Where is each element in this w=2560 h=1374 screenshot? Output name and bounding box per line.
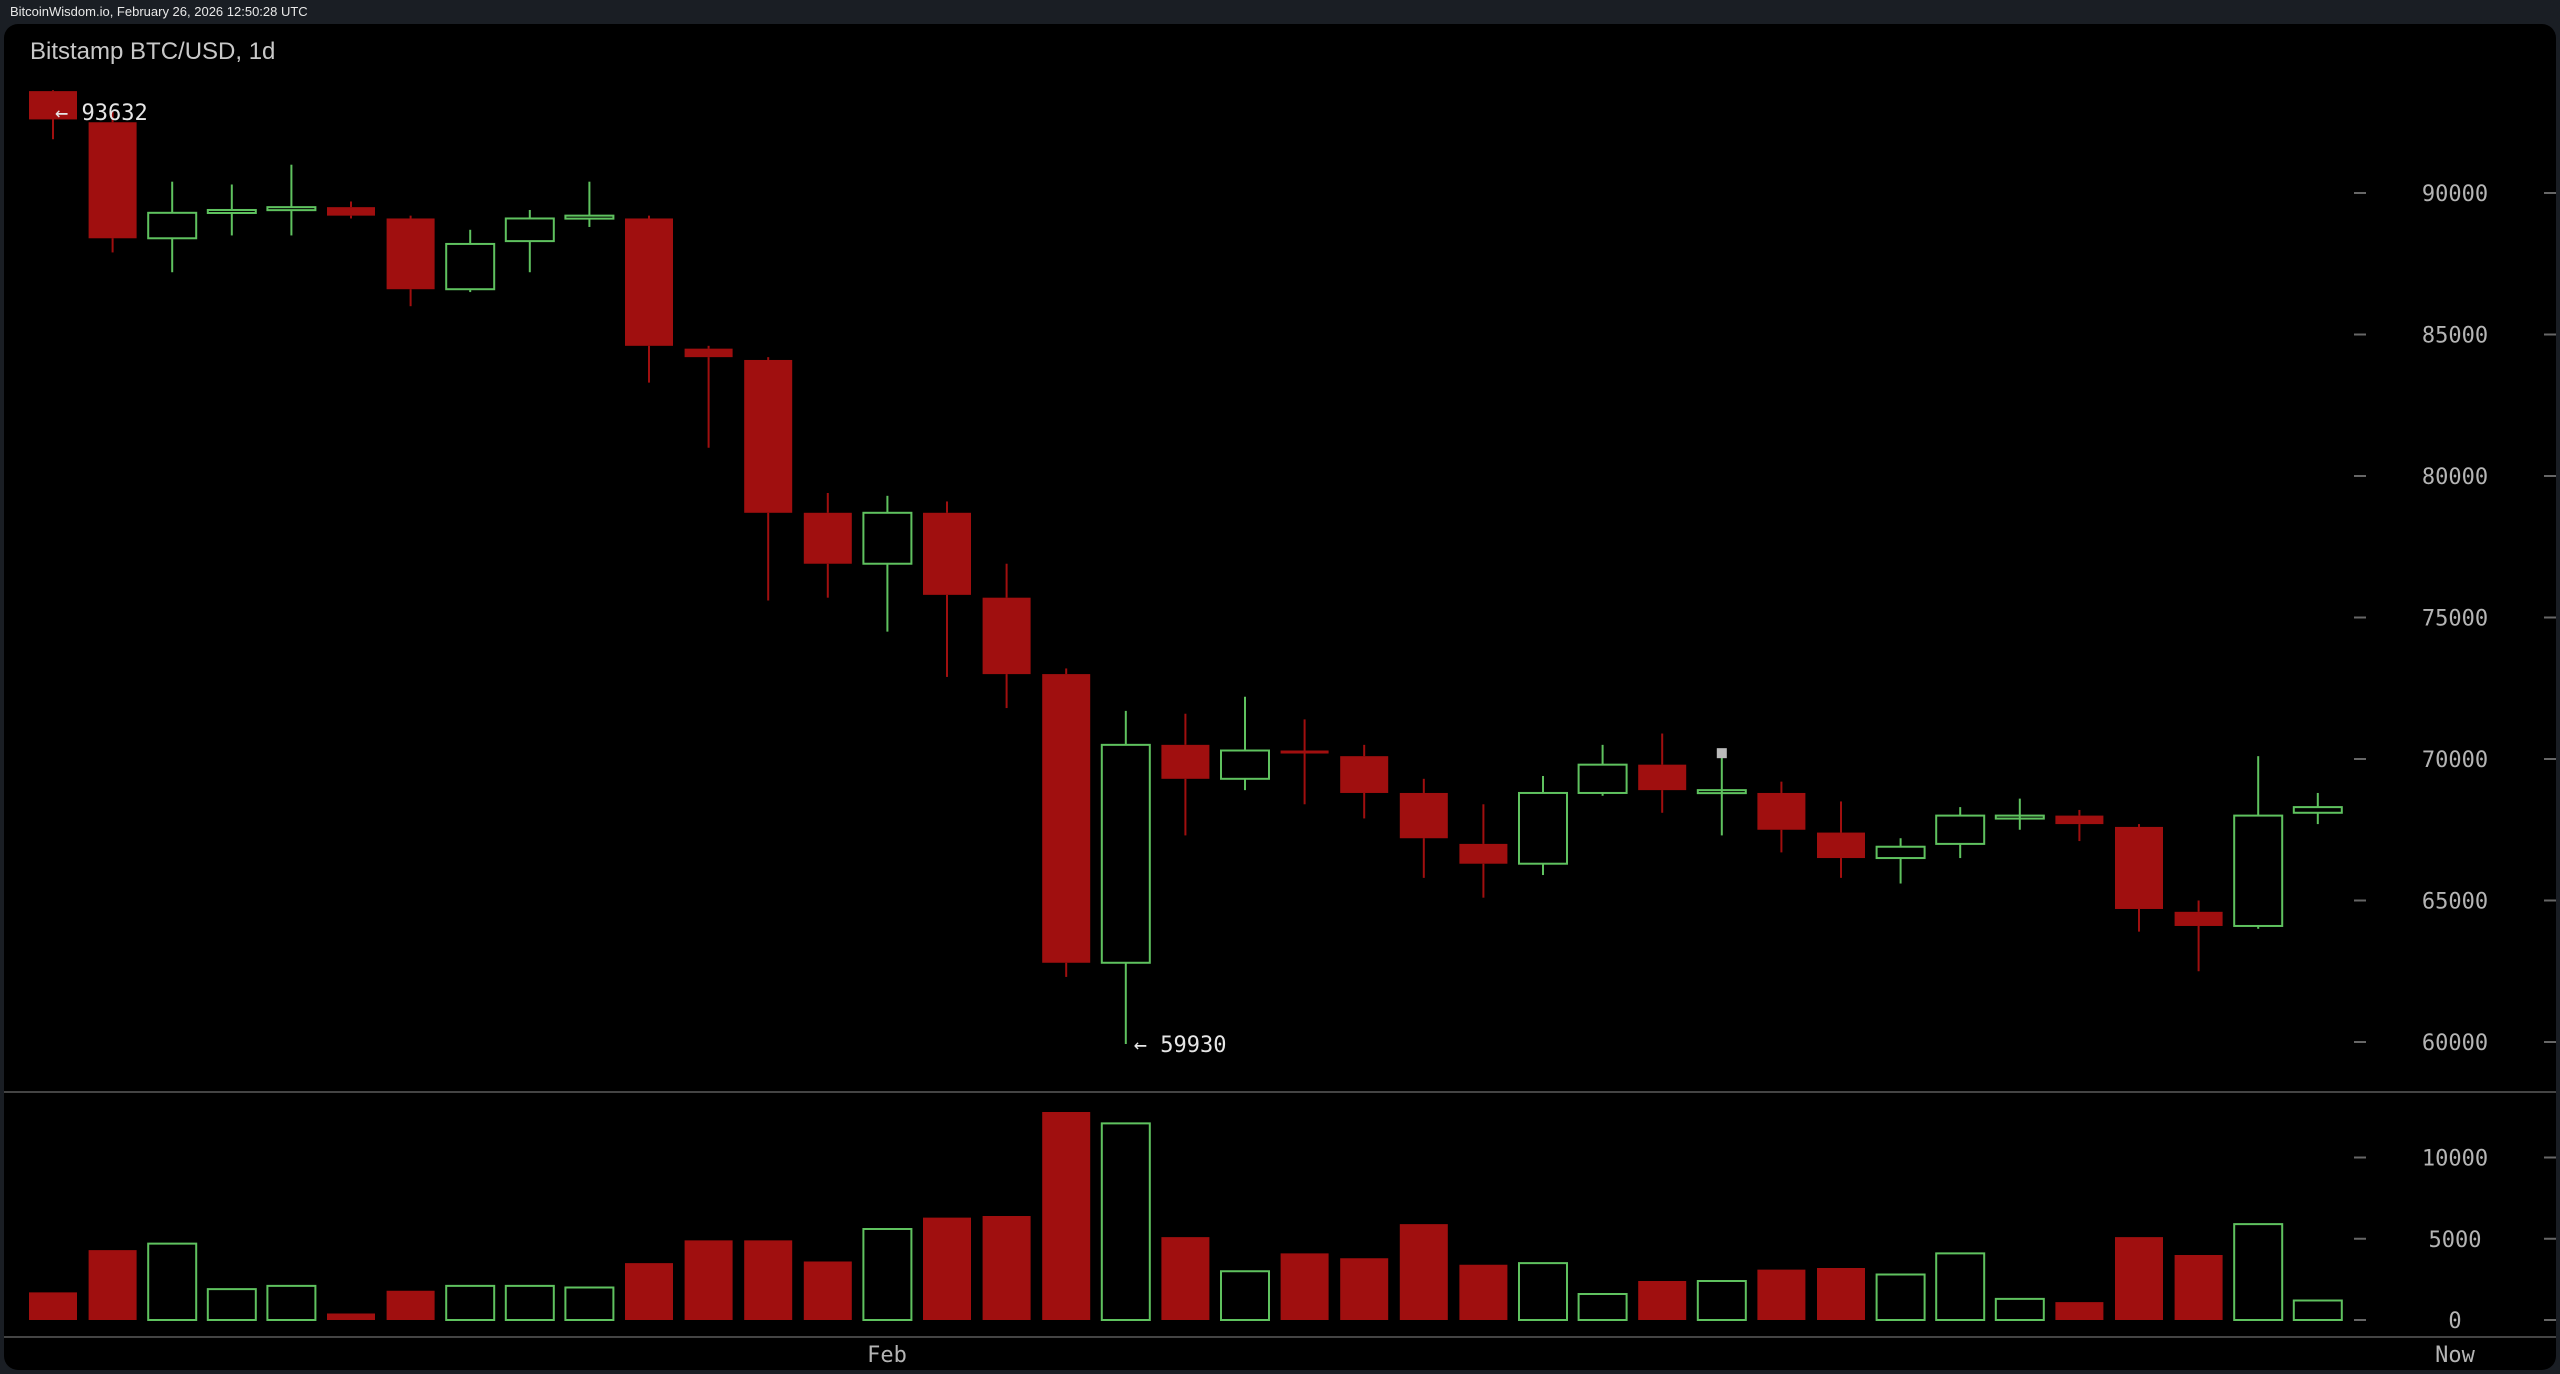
low-annotation: ← 59930 — [1134, 1033, 1227, 1058]
candle-body-up[interactable] — [1100, 743, 1151, 964]
candle-body-up[interactable] — [1577, 763, 1628, 794]
volume-bar-up — [206, 1288, 257, 1321]
candle-body-down[interactable] — [1638, 764, 1687, 791]
volume-bar-up — [1935, 1252, 1986, 1321]
volume-bar-up — [1994, 1297, 2045, 1321]
candle-body-up[interactable] — [445, 242, 496, 291]
volume-bar-up — [1518, 1262, 1568, 1321]
volume-bar-down — [923, 1217, 971, 1320]
volume-bar-down — [327, 1313, 375, 1320]
candle-body-up[interactable] — [862, 511, 913, 565]
volume-bar-up — [1220, 1270, 1270, 1321]
volume-bar-down — [1459, 1264, 1508, 1320]
price-label: 85000 — [2422, 324, 2488, 349]
candle-body-up[interactable] — [1875, 845, 1926, 860]
candle-body-up[interactable] — [1994, 814, 2045, 820]
volume-bar-down — [744, 1240, 793, 1320]
price-label: 90000 — [2422, 182, 2488, 207]
volume-bar-up — [2233, 1223, 2284, 1321]
volume-bar-up — [1577, 1293, 1628, 1321]
volume-bar-up — [266, 1284, 317, 1321]
candle-body-down[interactable] — [684, 348, 733, 358]
price-label: 60000 — [2422, 1031, 2488, 1056]
volume-bar-down — [1340, 1258, 1389, 1320]
candle-body-up[interactable] — [1935, 814, 1986, 845]
candle-body-down[interactable] — [982, 597, 1031, 675]
candle-body-down[interactable] — [386, 218, 435, 290]
candle-body-down[interactable] — [2115, 826, 2163, 909]
candle-body-up[interactable] — [1696, 789, 1747, 795]
volume-label: 0 — [2448, 1309, 2461, 1334]
volume-bar-up — [2292, 1299, 2343, 1321]
volume-bar-down — [2174, 1255, 2223, 1320]
candle-body-down[interactable] — [2174, 911, 2223, 926]
candle-body-down[interactable] — [1817, 832, 1865, 859]
volume-bar-up — [1100, 1122, 1151, 1321]
price-label: 75000 — [2422, 607, 2488, 632]
candle-body-down[interactable] — [1340, 756, 1389, 793]
source-line: BitcoinWisdom.io, February 26, 2026 12:5… — [10, 4, 308, 19]
candlestick-chart[interactable]: 60000 65000 70000 75000 80000 85000 90000 0 5000… — [4, 24, 2556, 1370]
volume-bar-up — [504, 1284, 555, 1321]
candle-body-down[interactable] — [327, 207, 375, 216]
candle-body-down[interactable] — [1280, 750, 1329, 754]
marker-square — [1716, 748, 1727, 759]
candle-body-down[interactable] — [2055, 815, 2104, 825]
candle-body-up[interactable] — [2233, 814, 2284, 927]
volume-bar-up — [1875, 1273, 1926, 1321]
source-bar: BitcoinWisdom.io, February 26, 2026 12:5… — [0, 0, 2560, 24]
candle-body-up[interactable] — [206, 208, 257, 214]
candle-body-down[interactable] — [625, 218, 673, 346]
volume-bar-up — [862, 1228, 913, 1321]
volume-bar-down — [684, 1240, 733, 1320]
candle-body-up[interactable] — [1518, 791, 1568, 865]
volume-bar-down — [803, 1261, 852, 1320]
candle-body-down[interactable] — [744, 359, 793, 513]
volume-bar-down — [29, 1292, 77, 1320]
candle-body-down[interactable] — [1161, 744, 1210, 779]
chart-frame: Bitstamp BTC/USD, 1d 60000 65000 70000 7500… — [4, 24, 2556, 1370]
candle-body-up[interactable] — [266, 206, 317, 212]
volume-bar-down — [625, 1263, 673, 1320]
volume-bar-up — [1696, 1280, 1747, 1321]
candle-body-down[interactable] — [1042, 674, 1091, 963]
volume-bar-down — [386, 1290, 435, 1320]
price-label: 65000 — [2422, 890, 2488, 915]
candle-body-down[interactable] — [29, 91, 77, 120]
candle-body-up[interactable] — [504, 217, 555, 243]
volume-bar-down — [1399, 1224, 1448, 1320]
candle-body-up[interactable] — [2292, 806, 2343, 814]
candle-body-up[interactable] — [564, 214, 615, 220]
candle-body-down[interactable] — [1757, 792, 1806, 830]
price-label: 70000 — [2422, 748, 2488, 773]
candle-body-down[interactable] — [803, 512, 852, 564]
x-label: Feb — [867, 1343, 907, 1368]
chart-title: Bitstamp BTC/USD, 1d — [30, 38, 276, 65]
volume-bar-up — [564, 1286, 615, 1321]
volume-bar-down — [982, 1216, 1031, 1320]
volume-label: 5000 — [2429, 1228, 2482, 1253]
volume-label: 10000 — [2422, 1147, 2488, 1172]
candle-body-down[interactable] — [923, 512, 971, 595]
volume-bar-down — [2115, 1237, 2163, 1320]
high-annotation: ← 93632 — [55, 101, 148, 126]
candle-body-down[interactable] — [88, 122, 137, 239]
volume-bar-down — [2055, 1302, 2104, 1320]
x-label: Now — [2435, 1343, 2475, 1368]
candle-body-up[interactable] — [1220, 749, 1270, 780]
volume-bar-down — [88, 1250, 137, 1320]
volume-bar-up — [445, 1284, 496, 1321]
volume-bar-down — [1757, 1269, 1806, 1320]
volume-bar-down — [1161, 1237, 1210, 1320]
volume-bar-down — [1280, 1253, 1329, 1320]
candle-body-down[interactable] — [1399, 792, 1448, 839]
price-label: 80000 — [2422, 465, 2488, 490]
volume-bar-up — [147, 1242, 198, 1321]
volume-bar-down — [1817, 1268, 1865, 1320]
volume-bar-down — [1638, 1281, 1687, 1320]
candle-body-up[interactable] — [147, 211, 198, 240]
candle-body-down[interactable] — [1459, 843, 1508, 864]
volume-bar-down — [1042, 1112, 1091, 1320]
